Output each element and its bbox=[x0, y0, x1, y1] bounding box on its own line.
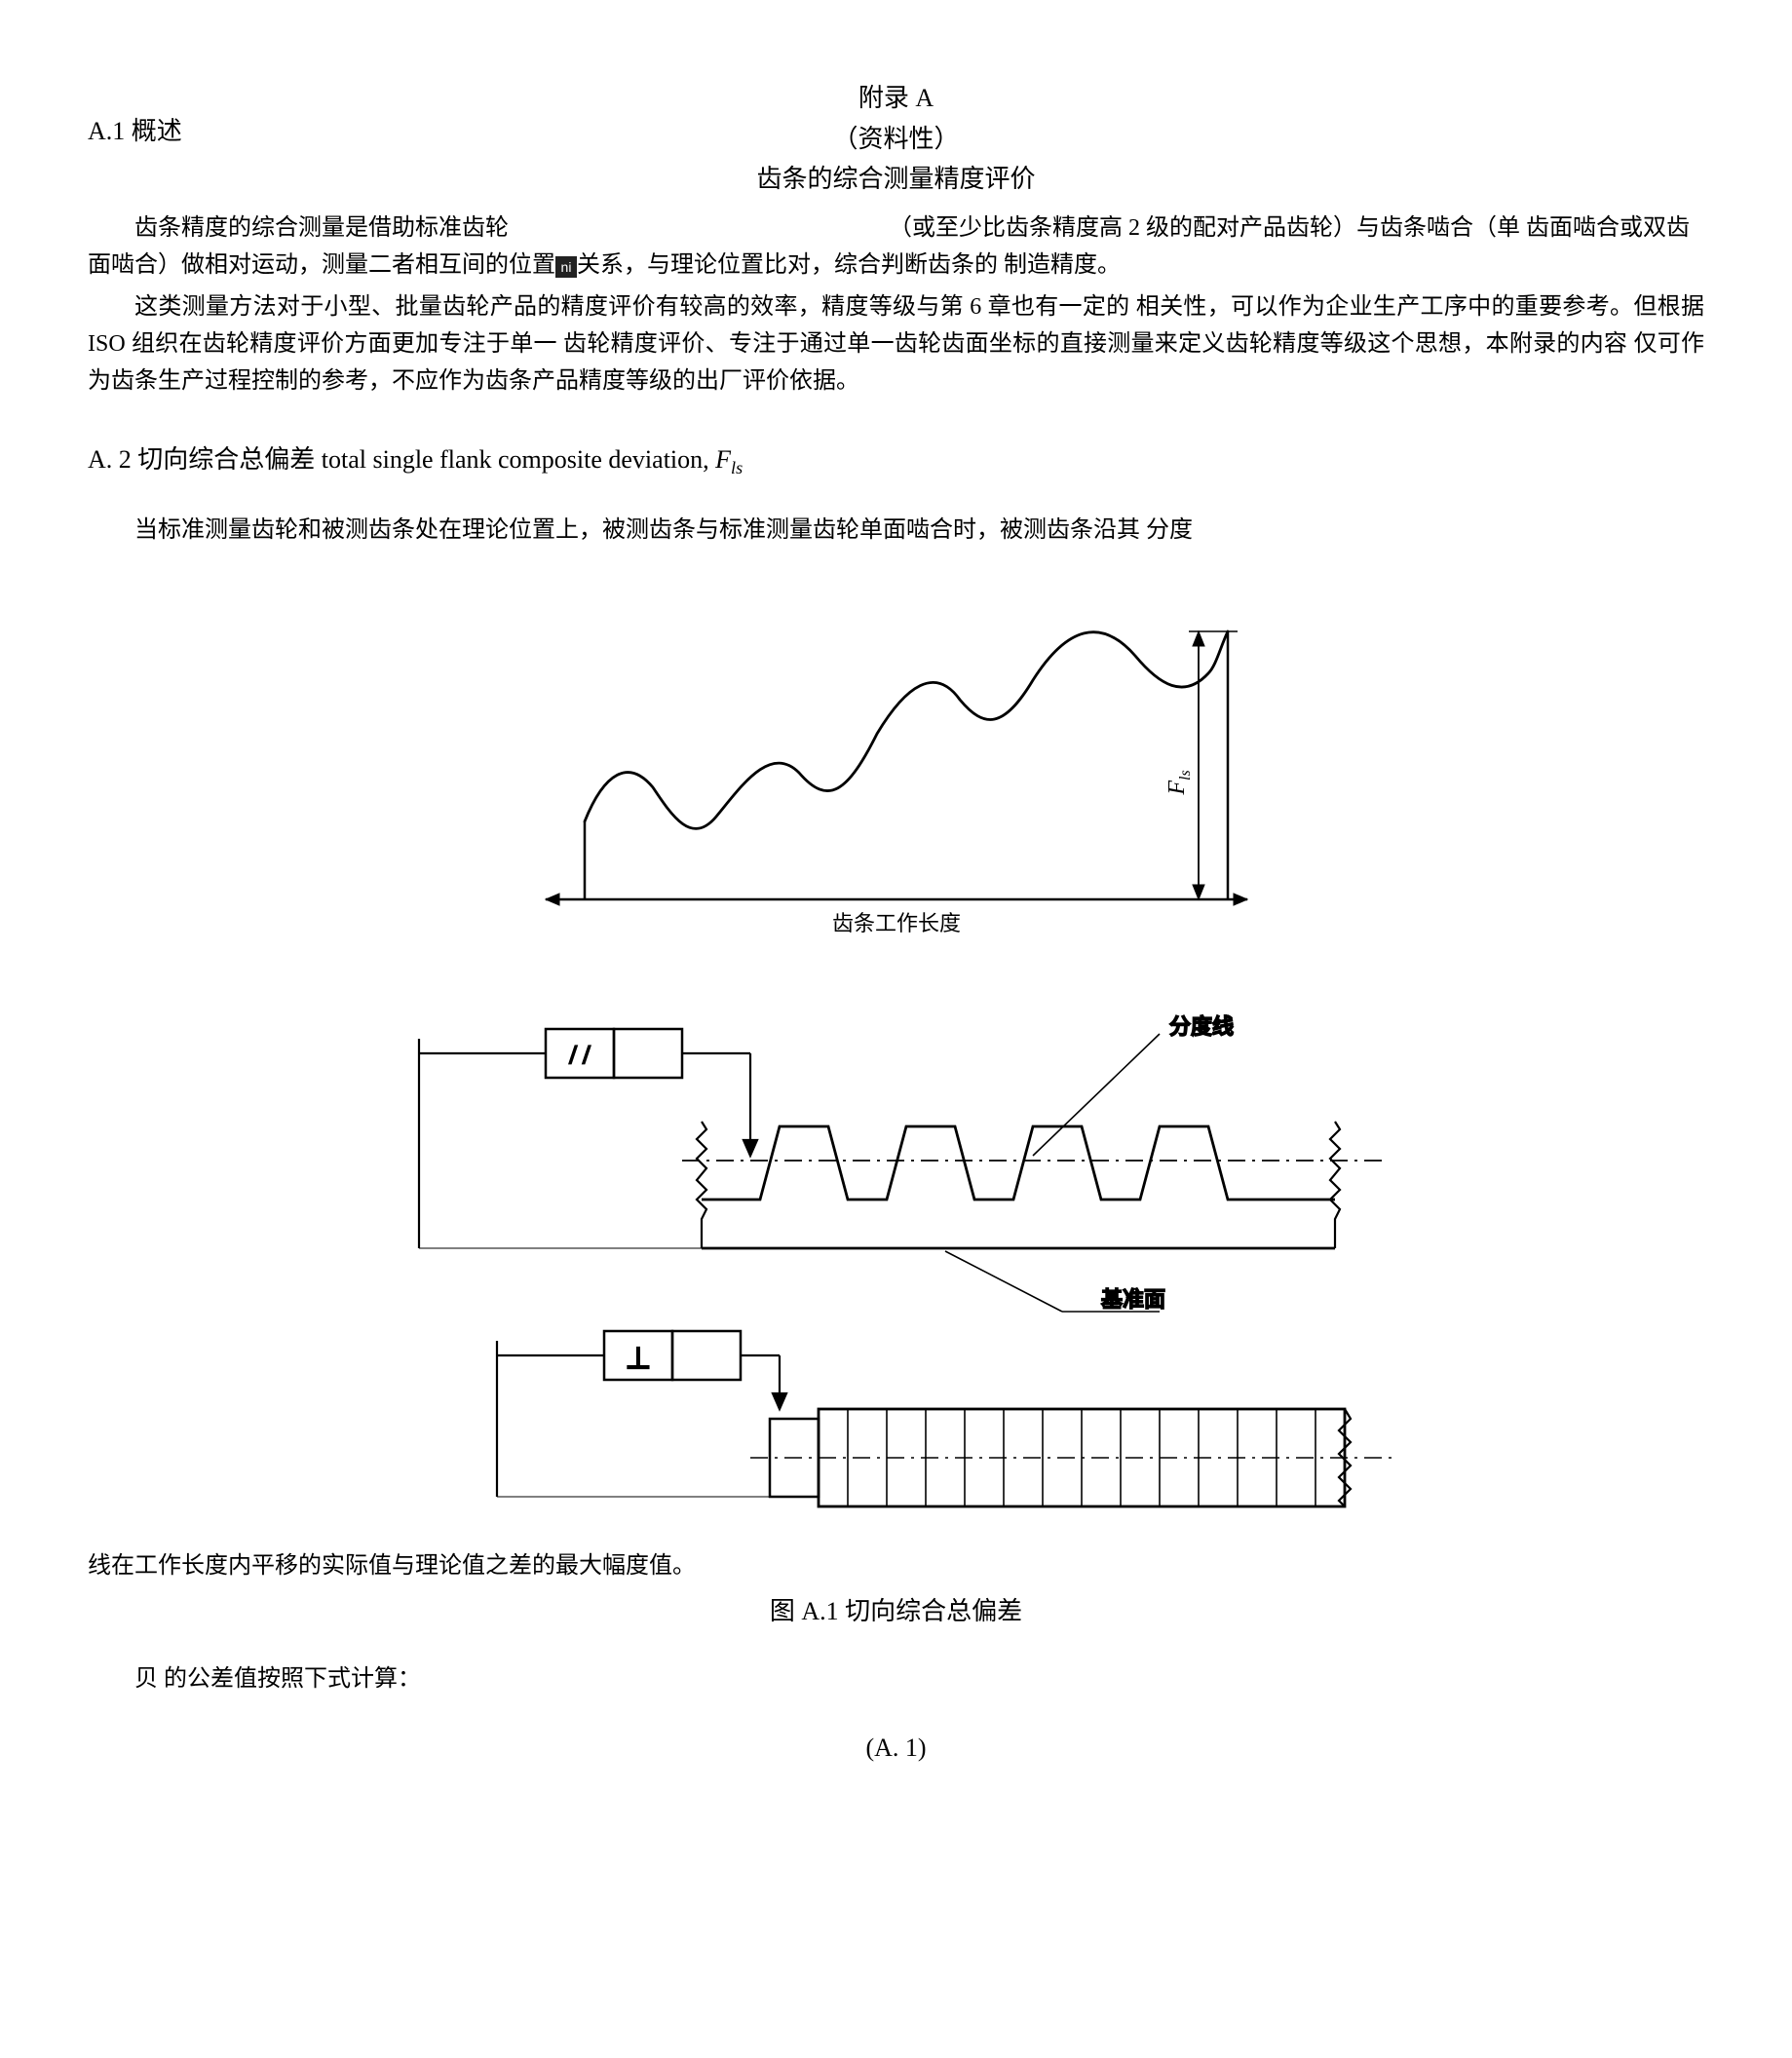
figure-a1-caption: 图 A.1 切向综合总偏差 bbox=[88, 1591, 1704, 1632]
figure-a1-rack: / / 分度线 bbox=[361, 980, 1432, 1538]
para1-c: 关系，与理论位置比对，综合判断齿条的 制造精度。 bbox=[577, 252, 1121, 278]
label-working-length: 齿条工作长度 bbox=[831, 911, 960, 935]
rack-svg: / / 分度线 bbox=[361, 980, 1432, 1526]
annex-title: 齿条的综合测量精度评价 bbox=[88, 159, 1704, 200]
annex-nature: （资料性） bbox=[88, 119, 1704, 160]
paragraph-3: 当标准测量齿轮和被测齿条处在理论位置上，被测齿条与标准测量齿轮单面啮合时，被测齿… bbox=[88, 512, 1704, 549]
paragraph-1: 齿条精度的综合测量是借助标准齿轮 （或至少比齿条精度高 2 级的配对产品齿轮）与… bbox=[88, 210, 1704, 285]
parallel-symbol: / / bbox=[569, 1041, 591, 1069]
label-fls: Fls bbox=[1164, 771, 1194, 796]
section-a2-symbol: F bbox=[715, 445, 731, 474]
deviation-curve bbox=[585, 631, 1228, 828]
redaction-marker: ni bbox=[555, 256, 577, 278]
equation-number-a1: (A. 1) bbox=[88, 1728, 1704, 1769]
perp-symbol: ⊥ bbox=[625, 1343, 650, 1375]
chart-svg: 齿条工作长度 Fls bbox=[458, 588, 1335, 958]
para1-a: 齿条精度的综合测量是借助标准齿轮 bbox=[134, 215, 509, 241]
figure-a1-chart: 齿条工作长度 Fls bbox=[458, 588, 1335, 970]
section-a2-title: A. 2 切向综合总偏差 total single flank composit… bbox=[88, 445, 715, 474]
section-a2-symbol-sub: ls bbox=[731, 458, 743, 477]
figure-a1: 齿条工作长度 Fls / / bbox=[88, 588, 1704, 1538]
paragraph-5: 贝 的公差值按照下式计算： bbox=[88, 1660, 1704, 1697]
annex-label: 附录 A bbox=[88, 78, 1704, 119]
paragraph-4: 线在工作长度内平移的实际值与理论值之差的最大幅度值。 bbox=[88, 1547, 1704, 1584]
label-datum: 基准面 bbox=[1101, 1287, 1165, 1312]
page-header: 附录 A A.1 概述 （资料性） 齿条的综合测量精度评价 bbox=[88, 78, 1704, 200]
label-pitch-line: 分度线 bbox=[1169, 1014, 1234, 1039]
section-a2-heading: A. 2 切向综合总偏差 total single flank composit… bbox=[88, 439, 1704, 482]
paragraph-2: 这类测量方法对于小型、批量齿轮产品的精度评价有较高的效率，精度等级与第 6 章也… bbox=[88, 288, 1704, 400]
section-a1-no: A.1 概述 bbox=[88, 111, 182, 152]
